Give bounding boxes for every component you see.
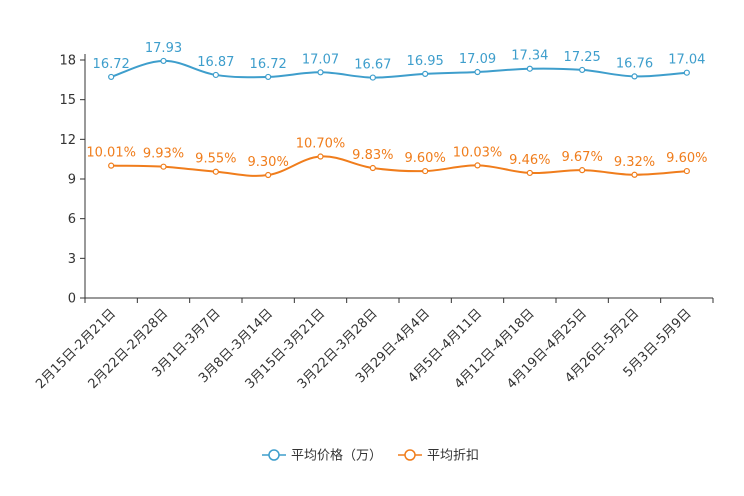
data-label: 9.60% [666, 151, 707, 166]
data-label: 17.09 [459, 52, 496, 67]
data-label: 16.87 [197, 55, 234, 70]
data-point[interactable] [683, 167, 690, 175]
data-point[interactable] [422, 70, 429, 77]
data-label: 16.72 [250, 57, 287, 72]
data-label: 9.46% [509, 153, 550, 168]
legend-marker-icon [404, 449, 416, 461]
legend-item-1[interactable]: 平均价格（万） [262, 448, 382, 464]
data-point[interactable] [317, 69, 324, 76]
data-label: 16.95 [407, 54, 444, 69]
legend-item-2[interactable]: 平均折扣 [398, 449, 479, 464]
data-label: 10.01% [86, 146, 136, 161]
data-point[interactable] [579, 167, 586, 174]
data-label: 16.67 [354, 58, 391, 73]
data-point[interactable] [160, 57, 167, 65]
data-point[interactable] [265, 171, 272, 179]
y-axis: 0 3 6 9 12 15 18 [59, 54, 86, 307]
legend-marker-icon [268, 449, 280, 461]
series-1: 16.72 17.93 16.87 16.72 17.07 16.67 16.95 17.09… [93, 41, 705, 81]
data-point[interactable] [526, 169, 533, 177]
data-label: 17.07 [302, 52, 339, 67]
data-label: 17.34 [511, 49, 548, 64]
y-tick-label: 15 [59, 93, 76, 108]
data-label: 10.03% [453, 145, 503, 160]
data-label: 17.93 [145, 41, 182, 56]
data-label: 10.70% [296, 137, 346, 152]
data-point[interactable] [683, 69, 690, 76]
y-tick-label: 18 [59, 54, 76, 69]
y-tick-label: 9 [68, 173, 76, 188]
data-point[interactable] [108, 162, 115, 169]
data-label: 9.30% [248, 155, 289, 170]
data-point[interactable] [631, 73, 638, 80]
y-tick-label: 0 [68, 292, 76, 307]
data-point[interactable] [474, 162, 481, 169]
series-line [110, 59, 687, 79]
data-point[interactable] [631, 171, 638, 178]
data-point[interactable] [526, 65, 533, 72]
data-point[interactable] [369, 74, 376, 81]
legend-label: 平均折扣 [427, 449, 479, 464]
data-label: 9.60% [405, 151, 446, 166]
data-label: 16.76 [616, 56, 653, 71]
data-label: 16.72 [93, 57, 130, 72]
data-point[interactable] [422, 167, 429, 175]
y-tick-label: 6 [68, 212, 76, 227]
series-layer: 16.72 17.93 16.87 16.72 17.07 16.67 16.95 17.09… [86, 41, 707, 179]
data-point[interactable] [369, 164, 376, 172]
data-label: 9.83% [352, 148, 393, 163]
data-point[interactable] [212, 71, 219, 79]
data-label: 17.25 [564, 50, 601, 65]
data-point[interactable] [212, 168, 219, 175]
data-point[interactable] [160, 163, 167, 170]
data-label: 9.67% [562, 150, 603, 165]
y-tick-label: 3 [68, 252, 76, 267]
data-label: 17.04 [668, 53, 705, 68]
legend: 平均价格（万） 平均折扣 [262, 448, 479, 464]
data-point[interactable] [579, 66, 586, 74]
data-point[interactable] [474, 68, 481, 76]
y-tick-label: 12 [59, 133, 76, 148]
data-label: 9.55% [195, 152, 236, 167]
data-label: 9.93% [143, 147, 184, 162]
series-2: 10.01% 9.93% 9.55% 9.30% 10.70% 9.83% 9.60% 10.… [86, 137, 707, 179]
series-line [111, 155, 687, 177]
data-point[interactable] [108, 73, 115, 81]
x-axis: 2月15日-2月21日2月22日-2月28日3月1日-3月7日3月8日-3月14… [33, 297, 714, 392]
data-label: 9.32% [614, 155, 655, 170]
legend-label: 平均价格（万） [291, 448, 382, 464]
data-point[interactable] [265, 73, 272, 81]
data-point[interactable] [317, 153, 324, 160]
